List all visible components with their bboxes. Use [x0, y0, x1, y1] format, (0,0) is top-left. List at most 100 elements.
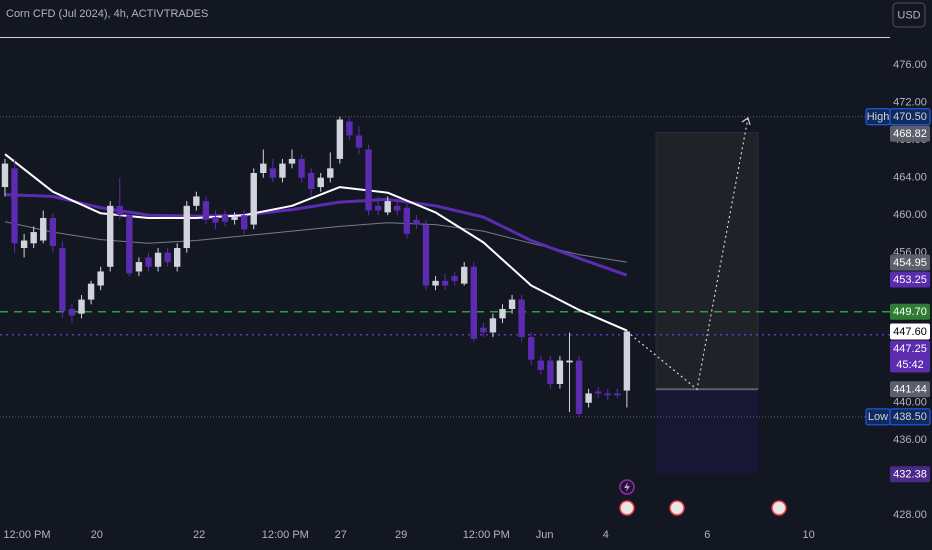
- price-label-name-box: [865, 108, 891, 126]
- candle-body: [221, 215, 229, 222]
- candle-body: [499, 308, 506, 319]
- price-label-text: 470.50: [893, 111, 927, 123]
- x-tick-label: Jun: [536, 529, 554, 541]
- candle-body: [547, 360, 554, 385]
- candle-body: [145, 257, 152, 267]
- price-label-text: 449.70: [893, 306, 927, 318]
- candle-body: [451, 276, 458, 281]
- event-icons: [619, 479, 787, 516]
- candle-body: [87, 283, 95, 300]
- candle-body: [288, 158, 296, 164]
- flag-icon[interactable]: [771, 500, 787, 516]
- candle-body: [78, 299, 85, 314]
- candle-body: [154, 252, 162, 267]
- candle-body: [355, 135, 363, 148]
- candle-body: [269, 168, 277, 178]
- candle-body: [240, 215, 248, 230]
- price-label-box: [890, 340, 930, 373]
- candle-body: [116, 205, 123, 216]
- price-label: 438.50 Low: [865, 408, 931, 426]
- candle-body: [374, 205, 382, 211]
- position-target-zone: [655, 131, 759, 390]
- candle-body: [250, 172, 257, 225]
- x-tick-label: 12:00 PM: [262, 529, 309, 541]
- y-tick-label: 428.00: [893, 509, 927, 521]
- candle-body: [413, 219, 420, 225]
- price-label: 441.44: [890, 381, 930, 398]
- price-label: 449.70: [890, 303, 930, 320]
- price-label-box: [890, 271, 930, 288]
- candle-body: [489, 318, 497, 333]
- candle-body: [260, 163, 267, 173]
- flag-icon[interactable]: [669, 500, 685, 516]
- candle-body: [68, 308, 76, 316]
- candle-body: [49, 218, 57, 247]
- price-label-name-box: [865, 408, 891, 426]
- price-label-text: 432.38: [893, 469, 927, 481]
- price-label-name: Low: [868, 411, 888, 423]
- price-label-text: 447.60: [893, 326, 927, 338]
- candle-body: [164, 252, 171, 263]
- price-label-box: [890, 466, 930, 483]
- candle-body: [604, 393, 611, 396]
- price-label: 447.60: [890, 323, 930, 340]
- price-label: 454.95: [890, 254, 930, 271]
- y-tick-label: 472.00: [893, 97, 927, 109]
- candle-body: [365, 149, 372, 211]
- x-tick-label: 27: [335, 529, 347, 541]
- price-label-text: 441.44: [893, 384, 927, 396]
- y-tick-label: 436.00: [893, 434, 927, 446]
- candle-body: [441, 280, 449, 286]
- candle-body: [30, 232, 37, 244]
- price-label-name: High: [867, 111, 890, 123]
- candle-body: [394, 205, 401, 211]
- candle-body: [566, 360, 573, 363]
- candle-body: [518, 299, 525, 338]
- price-label-box: [890, 323, 930, 340]
- candle-body: [614, 393, 621, 396]
- candle-body: [173, 248, 181, 267]
- x-tick-label: 29: [395, 529, 407, 541]
- price-label-text: 468.82: [893, 128, 927, 140]
- candle-body: [307, 172, 315, 189]
- chart-title: Corn CFD (Jul 2024), 4h, ACTIVTRADES: [6, 8, 208, 20]
- x-tick-label: 12:00 PM: [463, 529, 510, 541]
- y-tick-label: 476.00: [893, 59, 927, 71]
- currency-label[interactable]: USD: [897, 9, 920, 21]
- price-label-text: 447.25: [893, 343, 927, 355]
- candle-body: [107, 205, 114, 267]
- countdown-text: 45:42: [896, 359, 924, 371]
- projection-path: [626, 117, 749, 391]
- candle-body: [528, 337, 535, 360]
- x-tick-label: 4: [603, 529, 609, 541]
- candle-body: [384, 201, 391, 213]
- candle-body: [470, 266, 477, 339]
- candle-body: [422, 224, 430, 286]
- candle-body: [327, 168, 334, 178]
- x-tick-label: 12:00 PM: [3, 529, 50, 541]
- candle-body: [40, 218, 47, 241]
- flag-icon[interactable]: [619, 500, 635, 516]
- price-label: 468.82: [890, 125, 930, 142]
- y-tick-label: 464.00: [893, 172, 927, 184]
- candle-body: [585, 393, 592, 403]
- candle-body: [59, 248, 66, 311]
- currency-button[interactable]: [892, 2, 926, 28]
- x-tick-label: 10: [803, 529, 815, 541]
- candle-body: [212, 217, 219, 223]
- x-tick-label: 6: [704, 529, 710, 541]
- candle-body: [11, 168, 18, 244]
- price-label-box: [890, 125, 930, 142]
- candle-body: [20, 240, 28, 249]
- candle-body: [279, 163, 286, 178]
- y-tick-label: 460.00: [893, 209, 927, 221]
- candle-body: [461, 266, 468, 284]
- candle-body: [432, 280, 439, 286]
- candle-body: [594, 391, 602, 394]
- candle-body: [231, 217, 238, 220]
- candle-body: [135, 262, 143, 272]
- candle-body: [97, 271, 104, 286]
